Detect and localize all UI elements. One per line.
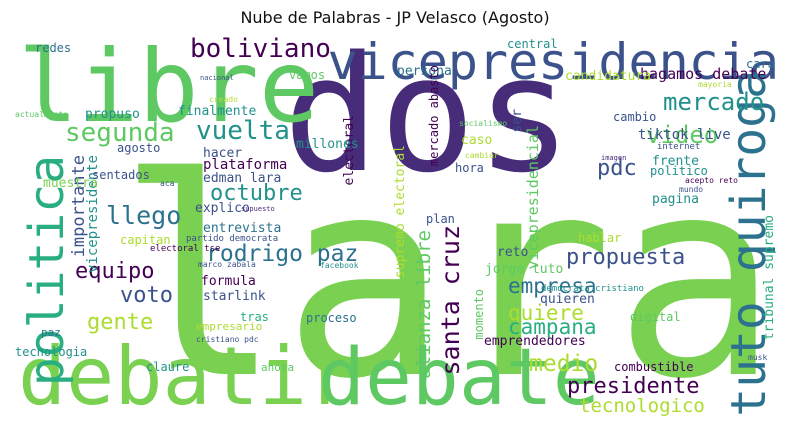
word-marco-zabala: marco zabala bbox=[198, 260, 256, 269]
word-pagina: pagina bbox=[652, 192, 699, 207]
word-aca: aca bbox=[160, 179, 175, 188]
word-redes: redes bbox=[35, 41, 72, 55]
word-plan: plan bbox=[426, 212, 455, 226]
word-hagamos-debate: hagamos debate bbox=[640, 65, 767, 83]
word-empresa: empresa bbox=[508, 274, 597, 298]
word-tribunal-supremo: tribunal supremo bbox=[762, 215, 777, 341]
word-combustible: combustible bbox=[614, 360, 694, 374]
word-electoral-tse: electoral tse bbox=[150, 244, 221, 254]
word-emprendedores: emprendedores bbox=[484, 334, 586, 349]
word-momento: momento bbox=[472, 289, 486, 340]
word-explico: explico bbox=[195, 201, 250, 216]
word-cambiar: cambiar bbox=[465, 151, 499, 160]
word-proceso: proceso bbox=[306, 311, 357, 325]
word-debatir: debatir bbox=[18, 330, 356, 418]
word-vuelta: vuelta bbox=[196, 116, 290, 146]
word-octubre: octubre bbox=[210, 181, 303, 206]
word-vamos: vamos bbox=[289, 68, 326, 82]
word-digital: digital bbox=[630, 310, 681, 324]
word-persona: persona bbox=[397, 64, 452, 79]
word-cambio: cambio bbox=[613, 110, 657, 124]
word-mundo: mundo bbox=[679, 185, 704, 194]
word-lara: lara bbox=[116, 119, 779, 418]
word-dos: dos bbox=[283, 35, 572, 208]
word-propuso: propuso bbox=[85, 107, 140, 122]
word-quieren: quieren bbox=[540, 292, 595, 307]
word-musk: musk bbox=[748, 353, 768, 362]
word-actualmente: actualmente bbox=[15, 110, 68, 119]
word-plataforma: plataforma bbox=[203, 157, 288, 173]
word-tecnologico: tecnologico bbox=[579, 395, 705, 417]
word-equipo: equipo bbox=[75, 259, 155, 284]
word-candidatura: candidatura bbox=[565, 69, 652, 84]
word-partido-democrata: partido democrata bbox=[186, 234, 279, 244]
word-mercado: mercado bbox=[663, 88, 765, 116]
word-sentados: sentados bbox=[92, 168, 150, 182]
word-alianza-libre: alianza libre bbox=[413, 230, 435, 379]
word-debate: debate bbox=[318, 333, 600, 418]
word-tecnologia: tecnologia bbox=[15, 345, 88, 359]
word-rodrigo-paz: rodrigo paz bbox=[206, 241, 359, 267]
word-quiere: quiere bbox=[508, 301, 584, 325]
word-imagen: imagen bbox=[601, 154, 627, 162]
word-hora: hora bbox=[455, 161, 484, 175]
chart-title: Nube de Palabras - JP Velasco (Agosto) bbox=[240, 8, 550, 27]
word-entrevista: entrevista bbox=[203, 221, 282, 236]
word-hablar: hablar bbox=[578, 231, 622, 245]
word-finalmente: finalmente bbox=[178, 104, 257, 119]
word-ahora: ahora bbox=[261, 361, 295, 374]
word-tras: tras bbox=[240, 310, 269, 324]
word-frente: frente bbox=[652, 154, 699, 169]
word-propuesta: propuesta bbox=[566, 245, 686, 270]
word-internet: internet bbox=[657, 142, 701, 152]
word-reto: reto bbox=[497, 245, 529, 260]
word-cristiano-pdc: cristiano pdc bbox=[196, 335, 259, 344]
word-claure: claure bbox=[146, 360, 190, 374]
word-boliviano: boliviano bbox=[190, 35, 331, 64]
word-santa-cruz: santa cruz bbox=[436, 225, 465, 376]
word-empresario: empresario bbox=[196, 320, 263, 333]
word-creado: creado bbox=[209, 95, 238, 104]
word-medio: medio bbox=[529, 351, 599, 377]
word-presidente: presidente bbox=[567, 374, 700, 399]
word-supremo-electoral: supremo electoral bbox=[393, 145, 408, 279]
word-libre: libre bbox=[18, 35, 320, 145]
word-capitan: capitan bbox=[120, 233, 171, 247]
word-paz: paz bbox=[41, 326, 61, 339]
word-cara: cara bbox=[746, 57, 775, 71]
word-llego: llego bbox=[106, 201, 182, 230]
word-ser: ser bbox=[510, 109, 525, 133]
word-acepto-reto: acepto reto bbox=[685, 176, 738, 185]
word-millones: millones bbox=[296, 137, 359, 152]
word-socialismo: socialismo bbox=[459, 119, 508, 128]
word-mercado-abasto: mercado abasto bbox=[427, 65, 441, 167]
word-facebook: facebook bbox=[320, 261, 359, 270]
word-agosto: agosto bbox=[117, 141, 161, 155]
word-nacional: nacional bbox=[200, 74, 234, 82]
word-starlink: starlink bbox=[203, 289, 266, 304]
word-video: video bbox=[646, 121, 719, 149]
word-hacer: hacer bbox=[203, 146, 243, 161]
word-supuesto: supuesto bbox=[241, 205, 275, 213]
word-mayoria: mayoria bbox=[698, 80, 732, 89]
word-cloud: lara dos libre debatir debate vicepresidencia… bbox=[13, 35, 780, 418]
word-muestra: muestra bbox=[43, 176, 98, 191]
word-gente: gente bbox=[87, 310, 154, 335]
word-jorge-tuto: jorge tuto bbox=[485, 262, 564, 277]
word-edman-lara: edman lara bbox=[203, 171, 282, 186]
word-central: central bbox=[507, 37, 558, 51]
word-politico: politico bbox=[650, 164, 708, 178]
word-tiktok-live: tiktok live bbox=[638, 127, 731, 143]
word-vicepresidencia: vicepresidencia bbox=[327, 35, 779, 91]
word-segunda: segunda bbox=[65, 118, 175, 148]
word-democrata-cristiano: democrata cristiano bbox=[541, 284, 644, 294]
word-formula: formula bbox=[201, 274, 256, 289]
word-campana: campana bbox=[508, 315, 597, 339]
word-voto: voto bbox=[120, 283, 173, 308]
word-caso: caso bbox=[461, 133, 493, 148]
word-va: va bbox=[355, 52, 365, 61]
word-pdc: pdc bbox=[597, 156, 637, 181]
